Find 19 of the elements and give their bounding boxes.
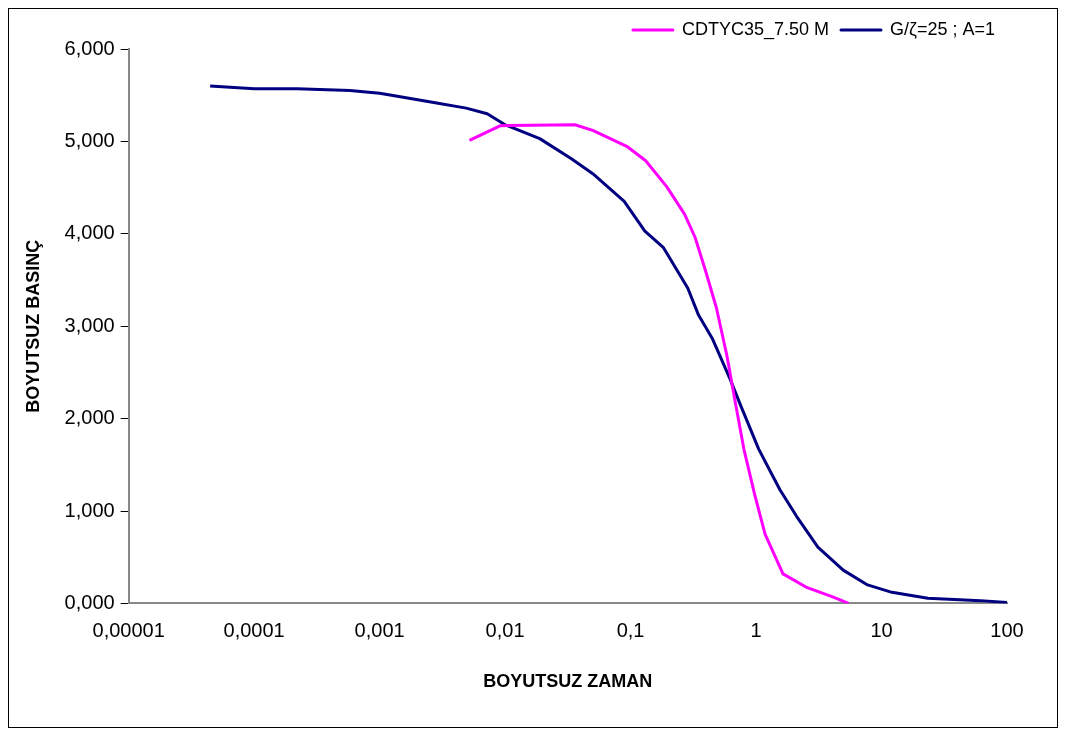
legend-label: CDTYC35_7.50 M <box>681 18 829 40</box>
x-tick-label: 0,1 <box>616 618 645 641</box>
x-tick-label: 0,00001 <box>92 618 165 641</box>
y-tick-label: 2,000 <box>64 406 115 429</box>
y-tick-label: 0,000 <box>64 590 115 613</box>
x-tick-label: 0,01 <box>485 618 525 641</box>
y-tick-label: 4,000 <box>64 221 115 244</box>
y-tick-label: 1,000 <box>64 498 115 521</box>
y-tick-label: 3,000 <box>64 313 115 336</box>
y-tick-label: 6,000 <box>64 36 115 59</box>
x-tick-label: 0,0001 <box>223 618 285 641</box>
y-tick-label: 5,000 <box>64 128 115 151</box>
y-axis-title: BOYUTSUZ BASINÇ <box>22 239 43 413</box>
x-tick-label: 100 <box>990 618 1024 641</box>
x-axis-title: BOYUTSUZ ZAMAN <box>483 671 653 692</box>
x-tick-label: 10 <box>870 618 893 641</box>
legend-label: G/ζ=25 ; A=1 <box>890 18 996 39</box>
x-tick-label: 1 <box>750 618 762 641</box>
x-tick-label: 0,001 <box>354 618 405 641</box>
